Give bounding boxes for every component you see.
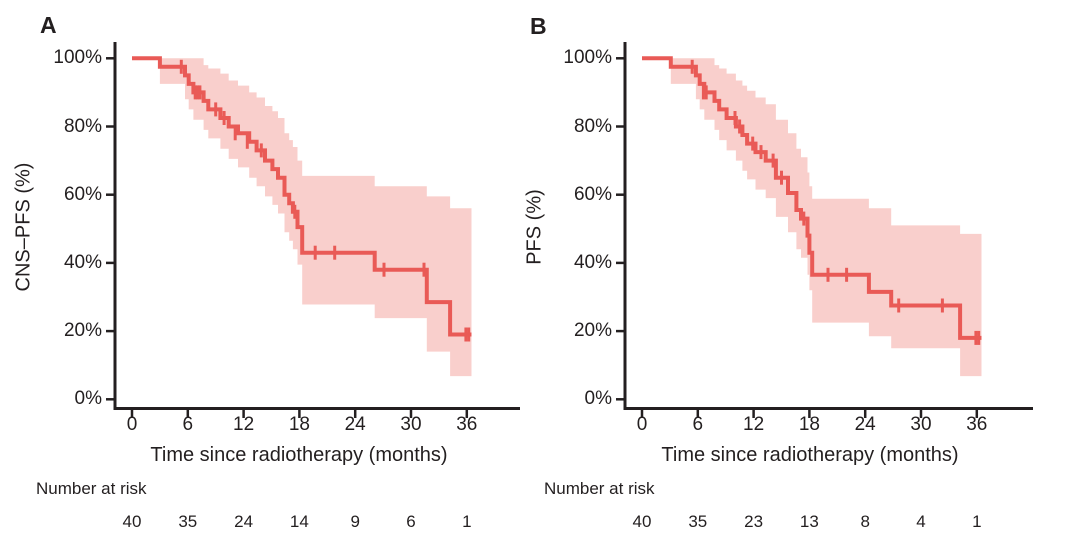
panel-a-y-axis-title: CNS–PFS (%) bbox=[12, 162, 35, 292]
risk-number: 8 bbox=[860, 512, 870, 531]
x-tick-label: 6 bbox=[692, 414, 704, 435]
x-tick-label: 18 bbox=[288, 414, 310, 435]
panel-b-chart bbox=[616, 42, 1033, 418]
x-tick-label: 24 bbox=[854, 414, 876, 435]
risk-number: 35 bbox=[688, 512, 708, 531]
risk-number: 1 bbox=[972, 512, 982, 531]
y-tick-label: 20% bbox=[573, 320, 612, 342]
y-tick-label: 0% bbox=[584, 388, 612, 410]
confidence-band bbox=[159, 58, 472, 377]
y-tick-label: 80% bbox=[573, 115, 612, 137]
panel-b-x-axis-title: Time since radiotherapy (months) bbox=[661, 444, 959, 466]
y-tick-label: 40% bbox=[573, 251, 612, 273]
panel-a-letter: A bbox=[40, 12, 57, 38]
x-tick-label: 12 bbox=[743, 414, 765, 435]
panel-b-y-axis-title: PFS (%) bbox=[523, 189, 546, 265]
x-tick-label: 30 bbox=[400, 414, 422, 435]
y-tick-label: 60% bbox=[63, 183, 102, 205]
y-tick-label: 40% bbox=[63, 251, 102, 273]
x-tick-label: 36 bbox=[456, 414, 478, 435]
risk-number: 23 bbox=[744, 512, 764, 531]
x-tick-label: 0 bbox=[636, 414, 648, 435]
risk-number: 14 bbox=[289, 512, 309, 531]
x-tick-label: 30 bbox=[910, 414, 932, 435]
risk-number: 1 bbox=[462, 512, 472, 531]
panel-a-chart bbox=[106, 42, 520, 418]
panel-a-number-at-risk-label: Number at risk bbox=[36, 479, 147, 498]
x-tick-label: 36 bbox=[966, 414, 988, 435]
risk-number: 24 bbox=[234, 512, 254, 531]
x-tick-label: 12 bbox=[233, 414, 255, 435]
y-tick-label: 100% bbox=[563, 47, 612, 69]
y-tick-label: 0% bbox=[74, 388, 102, 410]
x-tick-label: 18 bbox=[798, 414, 820, 435]
panel-b-letter: B bbox=[530, 13, 547, 39]
risk-number: 40 bbox=[122, 512, 142, 531]
x-tick-label: 0 bbox=[126, 414, 138, 435]
risk-number: 40 bbox=[632, 512, 652, 531]
panel-a-x-axis-title: Time since radiotherapy (months) bbox=[150, 444, 448, 466]
y-tick-label: 100% bbox=[53, 47, 102, 69]
x-tick-label: 24 bbox=[344, 414, 366, 435]
y-tick-label: 80% bbox=[63, 115, 102, 137]
x-tick-label: 6 bbox=[182, 414, 194, 435]
risk-number: 35 bbox=[178, 512, 198, 531]
y-tick-label: 60% bbox=[573, 183, 612, 205]
y-tick-label: 20% bbox=[63, 320, 102, 342]
risk-number: 9 bbox=[350, 512, 360, 531]
risk-number: 4 bbox=[916, 512, 926, 531]
risk-number: 13 bbox=[799, 512, 819, 531]
panel-b-number-at-risk-label: Number at risk bbox=[544, 479, 655, 498]
risk-number: 6 bbox=[406, 512, 416, 531]
